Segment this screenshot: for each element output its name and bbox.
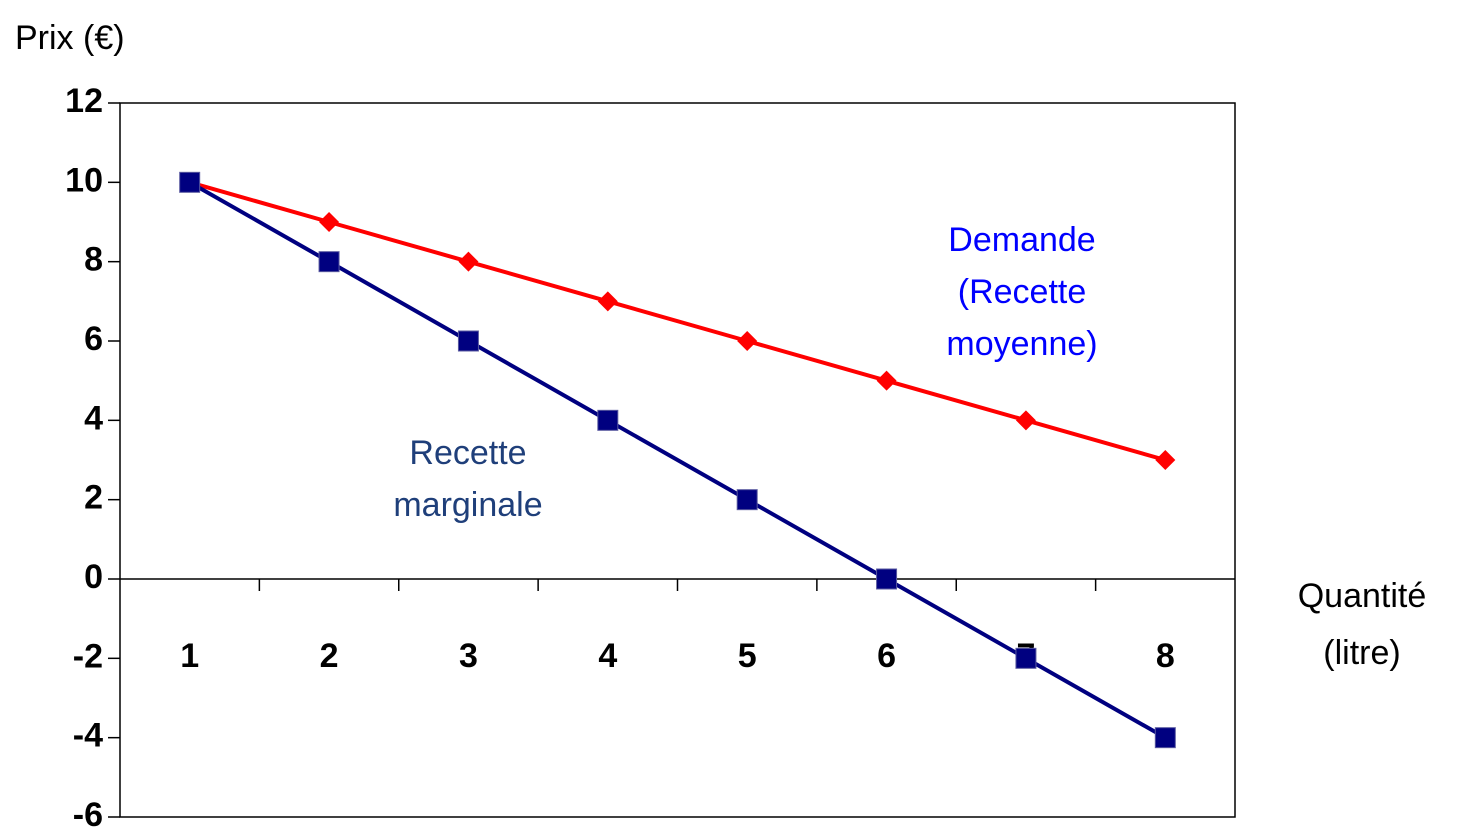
plot-frame (119, 102, 1236, 818)
series-label: moyenne) (946, 325, 1097, 363)
x-axis-label: (litre) (1323, 634, 1400, 672)
marker (736, 489, 758, 511)
marker (1015, 647, 1037, 669)
series-label: Demande (948, 221, 1095, 259)
marker (179, 171, 201, 193)
y-tick-label: 8 (84, 241, 103, 279)
y-tick-label: 2 (84, 479, 103, 517)
y-tick-label: 0 (84, 558, 103, 596)
y-axis-label: Prix (€) (15, 19, 125, 57)
series-line (188, 180, 1167, 740)
x-axis-label: Quantité (1298, 577, 1427, 615)
marker (457, 330, 479, 352)
marker (597, 409, 619, 431)
x-tick-label: 5 (738, 637, 757, 675)
marker (876, 568, 898, 590)
y-tick-label: 12 (65, 82, 103, 120)
marker (319, 212, 340, 232)
x-tick-label: 2 (320, 637, 339, 675)
y-tick-label: 6 (84, 320, 103, 358)
marker (876, 370, 897, 391)
marker (597, 291, 618, 312)
x-tick-label: 8 (1156, 637, 1175, 675)
series-line (189, 180, 1166, 462)
x-tick-label: 1 (180, 637, 199, 675)
marker (737, 331, 758, 351)
y-tick-label: -6 (73, 796, 103, 834)
marker (1155, 450, 1176, 470)
series-label: Recette (409, 434, 526, 472)
y-tick-label: 4 (84, 399, 103, 437)
marker (458, 251, 479, 272)
x-tick-label: 6 (877, 637, 896, 675)
y-tick-label: 10 (65, 161, 103, 199)
series-label: marginale (393, 486, 542, 524)
marker (1015, 410, 1036, 431)
marker (318, 251, 340, 273)
y-tick-label: -2 (73, 637, 103, 675)
x-tick-label: 3 (459, 637, 478, 675)
marker (1154, 727, 1176, 749)
y-tick-label: -4 (73, 717, 103, 755)
x-tick-label: 4 (598, 637, 617, 675)
series-label: (Recette (958, 273, 1087, 311)
